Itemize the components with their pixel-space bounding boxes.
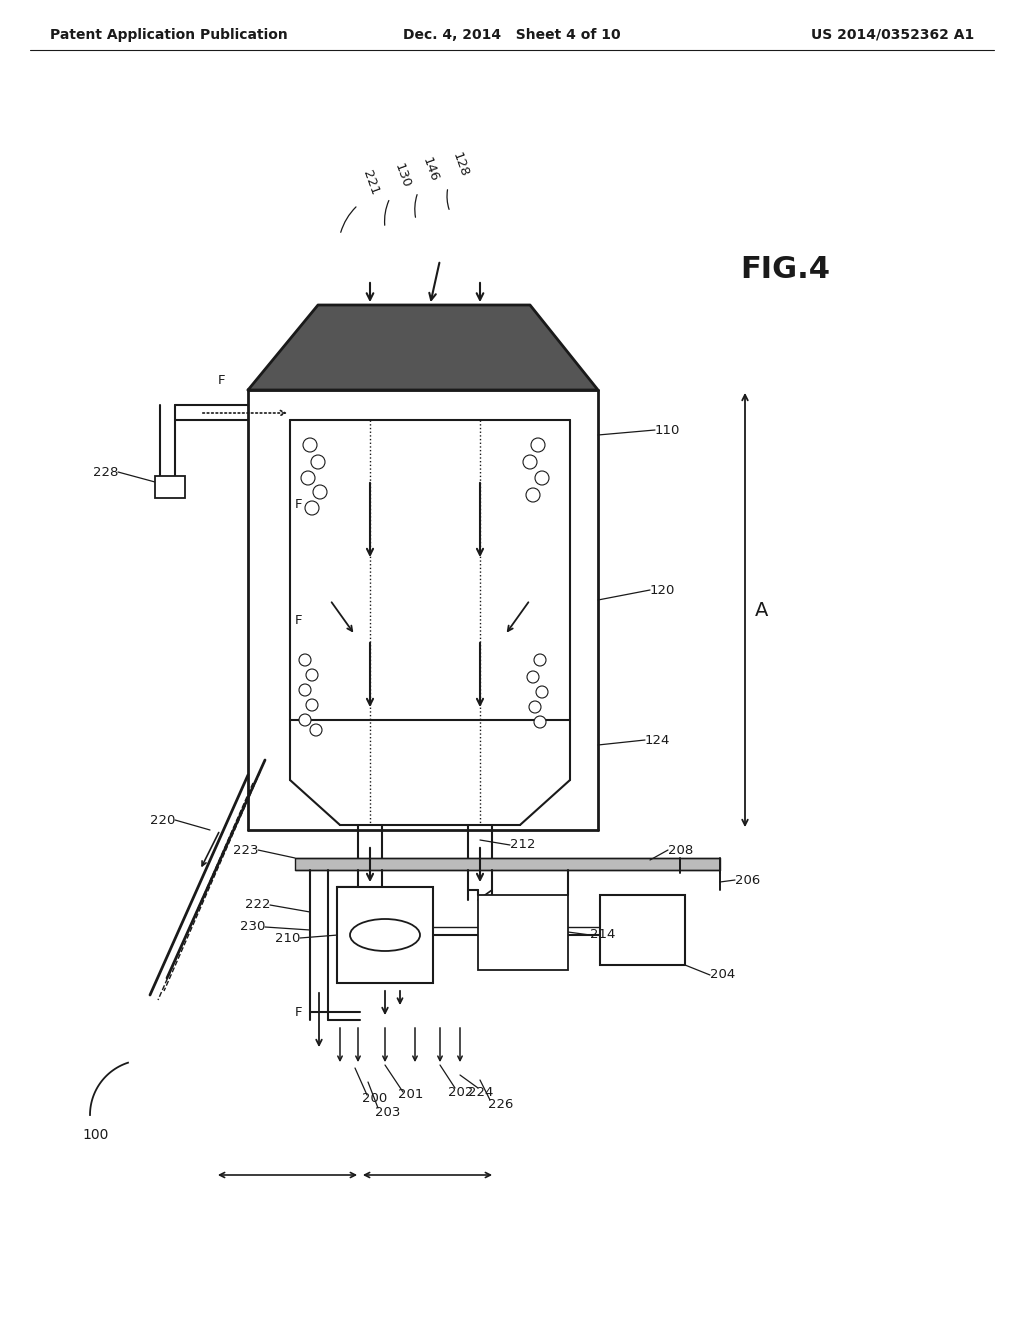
Text: 200: 200 [362, 1092, 387, 1105]
Text: 130: 130 [392, 162, 413, 190]
Text: 223: 223 [232, 843, 258, 857]
Circle shape [536, 686, 548, 698]
Circle shape [534, 715, 546, 729]
Circle shape [303, 438, 317, 451]
Text: F: F [218, 374, 225, 387]
Circle shape [527, 671, 539, 682]
Text: 220: 220 [150, 813, 175, 826]
Text: F: F [295, 614, 302, 627]
Circle shape [299, 653, 311, 667]
Text: 202: 202 [449, 1085, 473, 1098]
Text: 222: 222 [245, 899, 270, 912]
Circle shape [306, 700, 318, 711]
Text: 120: 120 [650, 583, 676, 597]
Text: 214: 214 [590, 928, 615, 941]
Bar [478, 895, 568, 970]
Text: Patent Application Publication: Patent Application Publication [50, 28, 288, 42]
Text: 226: 226 [488, 1098, 513, 1111]
Circle shape [301, 471, 315, 484]
Circle shape [299, 684, 311, 696]
Circle shape [535, 471, 549, 484]
Text: FIG.4: FIG.4 [740, 256, 830, 285]
Bar [295, 858, 720, 870]
Bar [600, 895, 685, 965]
Text: 206: 206 [735, 874, 760, 887]
Circle shape [531, 438, 545, 451]
Text: 204: 204 [710, 969, 735, 982]
Circle shape [529, 701, 541, 713]
Bar [337, 887, 433, 983]
Bar [155, 477, 185, 498]
Text: F: F [295, 1006, 302, 1019]
Circle shape [310, 723, 322, 737]
Text: 221: 221 [360, 169, 381, 197]
Text: 146: 146 [420, 156, 441, 183]
Text: A: A [755, 601, 768, 619]
Circle shape [523, 455, 537, 469]
Text: 228: 228 [92, 466, 118, 479]
Text: F: F [295, 499, 302, 511]
Circle shape [311, 455, 325, 469]
Ellipse shape [350, 919, 420, 950]
Text: 224: 224 [468, 1085, 494, 1098]
Circle shape [534, 653, 546, 667]
Text: 203: 203 [375, 1106, 400, 1118]
Text: 110: 110 [655, 424, 680, 437]
Circle shape [299, 714, 311, 726]
Text: 210: 210 [274, 932, 300, 945]
Text: 100: 100 [82, 1129, 109, 1142]
Text: US 2014/0352362 A1: US 2014/0352362 A1 [811, 28, 974, 42]
Circle shape [526, 488, 540, 502]
Text: 230: 230 [240, 920, 265, 933]
Text: 212: 212 [510, 838, 536, 851]
Text: Dec. 4, 2014   Sheet 4 of 10: Dec. 4, 2014 Sheet 4 of 10 [403, 28, 621, 42]
Circle shape [305, 502, 319, 515]
Polygon shape [248, 305, 598, 389]
Text: 128: 128 [450, 150, 471, 180]
Text: 124: 124 [645, 734, 671, 747]
Circle shape [313, 484, 327, 499]
Circle shape [306, 669, 318, 681]
Text: 208: 208 [668, 843, 693, 857]
Text: 201: 201 [398, 1089, 423, 1101]
